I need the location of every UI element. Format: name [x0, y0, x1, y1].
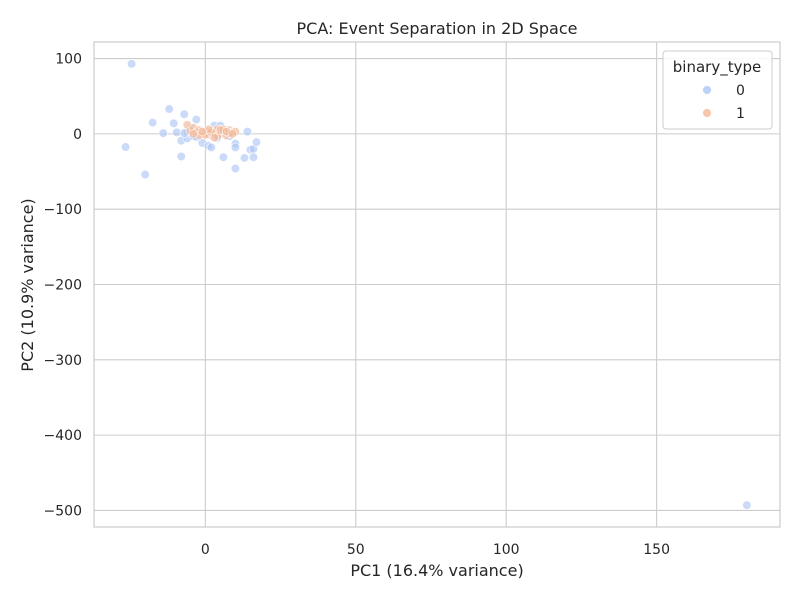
data-point-series-0: [164, 104, 174, 114]
y-tick-label: −500: [44, 503, 82, 519]
x-tick-label: 0: [201, 542, 210, 558]
data-point-series-0: [176, 151, 186, 162]
data-point-series-0: [169, 118, 179, 128]
data-point-series-0: [120, 142, 131, 152]
legend: binary_type 0 1: [662, 50, 773, 130]
data-point-series-0: [251, 137, 262, 147]
data-point-series-1: [188, 129, 198, 139]
legend-label-1: 1: [736, 106, 745, 122]
data-point-series-0: [179, 109, 189, 119]
data-point-series-0: [239, 153, 250, 163]
y-tick-label: 100: [55, 52, 82, 68]
legend-box: [662, 50, 773, 130]
data-point-series-0: [140, 169, 150, 180]
legend-title: binary_type: [673, 58, 761, 77]
x-tick-label: 150: [643, 542, 670, 558]
x-tick-label: 50: [347, 542, 365, 558]
y-tick-label: −400: [44, 428, 82, 444]
data-point-series-1: [227, 129, 238, 139]
data-point-series-0: [127, 59, 137, 69]
legend-marker-0: [702, 85, 712, 95]
data-point-series-0: [242, 127, 253, 137]
data-point-series-0: [191, 114, 201, 125]
data-point-series-0: [230, 142, 241, 153]
x-tick-label: 100: [493, 542, 520, 558]
data-point-series-0: [148, 117, 158, 128]
legend-label-0: 0: [736, 83, 745, 99]
chart-title: PCA: Event Separation in 2D Space: [297, 19, 578, 38]
data-point-series-0: [248, 152, 259, 162]
data-point-series-0: [206, 142, 216, 153]
data-point-series-0: [742, 500, 752, 510]
y-tick-label: −300: [44, 353, 82, 369]
data-points: [120, 59, 752, 510]
data-point-series-0: [218, 152, 228, 162]
data-point-series-0: [158, 128, 168, 138]
data-point-series-1: [209, 133, 219, 143]
tick-labels: 0 50 100 150 100 0 −100 −200 −300 −400 −500: [44, 52, 670, 558]
data-point-series-0: [230, 163, 241, 174]
data-point-series-1: [197, 127, 207, 137]
y-tick-label: 0: [73, 127, 82, 143]
y-tick-label: −200: [44, 278, 82, 294]
grid: [94, 42, 780, 527]
x-axis-title: PC1 (16.4% variance): [350, 561, 523, 580]
y-axis-title: PC2 (10.9% variance): [18, 198, 37, 371]
y-tick-label: −100: [44, 202, 82, 218]
legend-marker-1: [702, 108, 712, 118]
